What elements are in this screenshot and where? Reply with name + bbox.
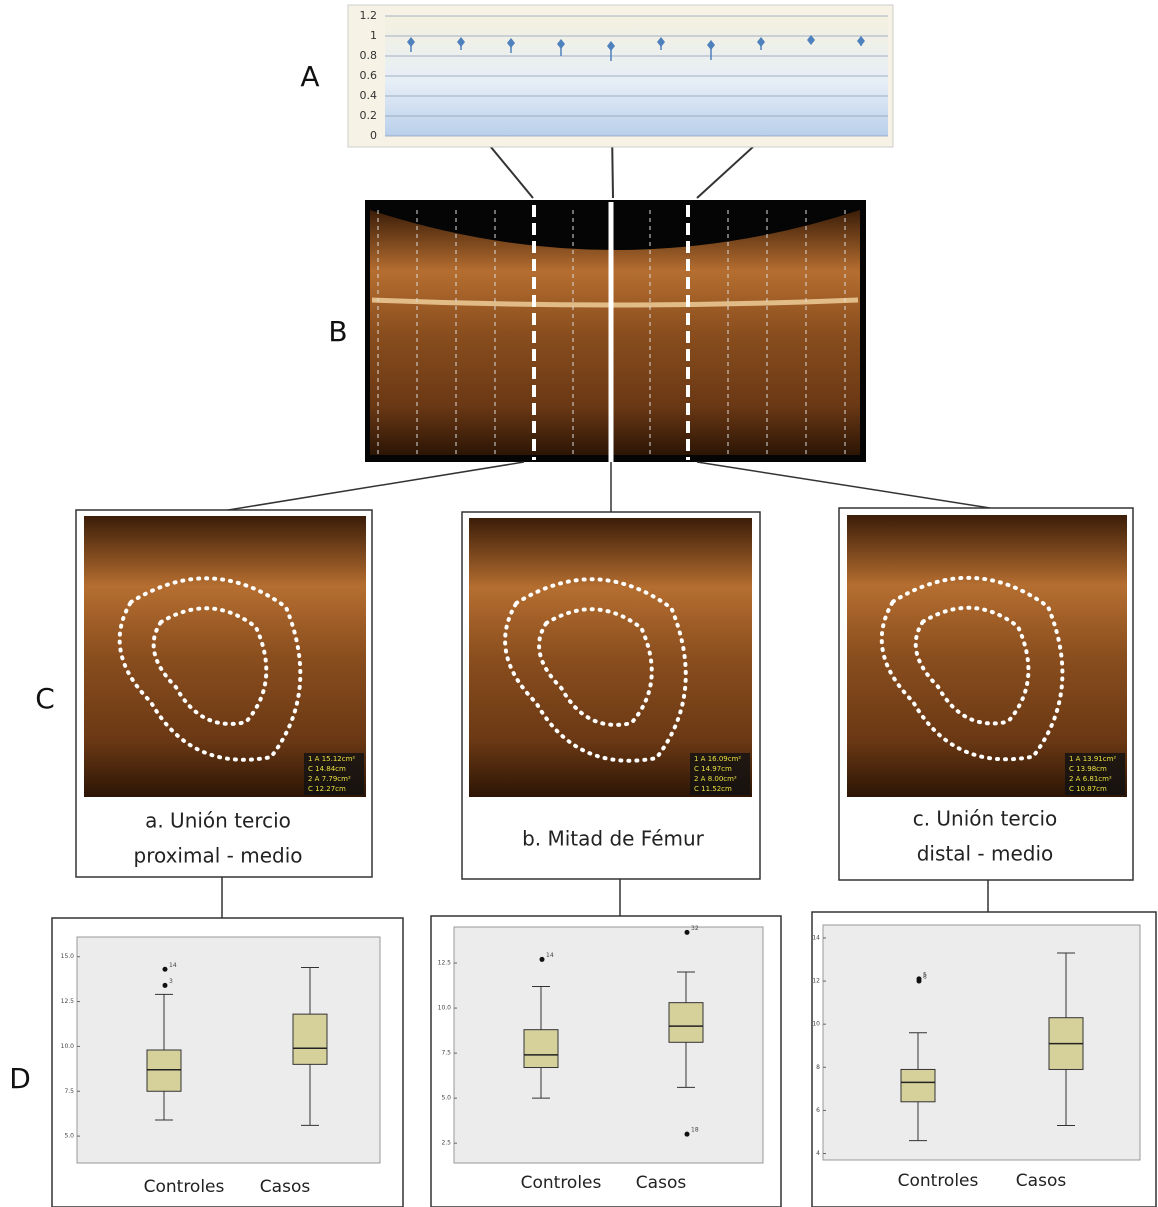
y-tick-label: 2.5 — [441, 1140, 451, 1147]
measurement: C 14.84cm — [308, 765, 346, 773]
plot-area — [77, 937, 380, 1163]
y-tick-label: 1 — [370, 29, 377, 42]
x-tick-label: Casos — [1016, 1171, 1067, 1191]
y-tick-label: 12 — [812, 978, 820, 985]
box — [524, 1030, 558, 1068]
y-tick-label: 12.5 — [438, 960, 452, 967]
outlier — [917, 979, 922, 984]
plot-area — [454, 927, 763, 1163]
measurement: C 13.98cm — [1069, 765, 1107, 773]
y-tick-label: 0.6 — [360, 69, 378, 82]
measurement: C 12.27cm — [308, 785, 346, 793]
outlier — [540, 957, 545, 962]
y-tick-label: 0.2 — [360, 109, 378, 122]
y-tick-label: 10.0 — [438, 1005, 452, 1012]
caption: c. Unión tercio — [913, 807, 1058, 831]
y-tick-label: 12.5 — [61, 998, 75, 1005]
y-tick-label: 0.8 — [360, 49, 378, 62]
caption: a. Unión tercio — [145, 809, 291, 833]
y-tick-label: 8 — [816, 1064, 820, 1071]
y-tick-label: 10 — [812, 1021, 820, 1028]
y-tick-label: 7.5 — [64, 1088, 74, 1095]
outlier — [163, 983, 168, 988]
outlier-label: 14 — [546, 952, 554, 959]
box — [147, 1050, 181, 1091]
outlier — [685, 930, 690, 935]
y-tick-label: 15.0 — [61, 953, 75, 960]
y-tick-label: 0 — [370, 129, 377, 142]
y-tick-label: 10.0 — [61, 1043, 75, 1050]
box — [901, 1069, 935, 1101]
panel-label: D — [9, 1062, 31, 1095]
panel-label: B — [328, 315, 347, 348]
figure: A B C D 1 A 15.12cm² C 14.84cm 2 A 7.79cm² C 12… — [0, 0, 1158, 1207]
measurement: 1 A 16.09cm² — [694, 755, 741, 763]
x-tick-label: Controles — [521, 1173, 602, 1193]
panel-label: C — [35, 682, 55, 715]
ultrasound-b — [365, 200, 866, 462]
box — [293, 1014, 327, 1064]
outlier-label: 3 — [169, 978, 173, 985]
caption: b. Mitad de Fémur — [522, 827, 705, 851]
plot-area — [823, 925, 1140, 1160]
outlier — [163, 967, 168, 972]
y-tick-label: 1.2 — [360, 9, 378, 22]
outlier-label: 18 — [691, 1127, 699, 1134]
outlier-label: 32 — [691, 925, 699, 932]
box — [669, 1003, 703, 1043]
x-tick-label: Casos — [636, 1173, 687, 1193]
measurement: 1 A 15.12cm² — [308, 755, 355, 763]
y-tick-label: 0.4 — [360, 89, 378, 102]
measurement: 1 A 13.91cm² — [1069, 755, 1116, 763]
y-tick-label: 7.5 — [441, 1050, 451, 1057]
x-tick-label: Casos — [260, 1177, 311, 1197]
measurement: C 10.87cm — [1069, 785, 1107, 793]
x-tick-label: Controles — [144, 1177, 225, 1197]
caption: distal - medio — [917, 842, 1054, 866]
y-tick-label: 5.0 — [441, 1095, 451, 1102]
measurement: C 14.97cm — [694, 765, 732, 773]
panel-label: A — [300, 60, 319, 93]
outlier-label: 14 — [169, 962, 177, 969]
outlier-label: 8 — [923, 974, 927, 981]
y-tick-label: 4 — [816, 1150, 820, 1157]
measurement: 2 A 8.00cm² — [694, 775, 737, 783]
y-tick-label: 14 — [812, 934, 820, 941]
y-tick-label: 5.0 — [64, 1133, 74, 1140]
caption: proximal - medio — [134, 844, 303, 868]
x-tick-label: Controles — [898, 1171, 979, 1191]
outlier — [685, 1132, 690, 1137]
measurement: C 11.52cm — [694, 785, 732, 793]
measurement: 2 A 6.81cm² — [1069, 775, 1112, 783]
measurement: 2 A 7.79cm² — [308, 775, 351, 783]
y-tick-label: 6 — [816, 1107, 820, 1114]
